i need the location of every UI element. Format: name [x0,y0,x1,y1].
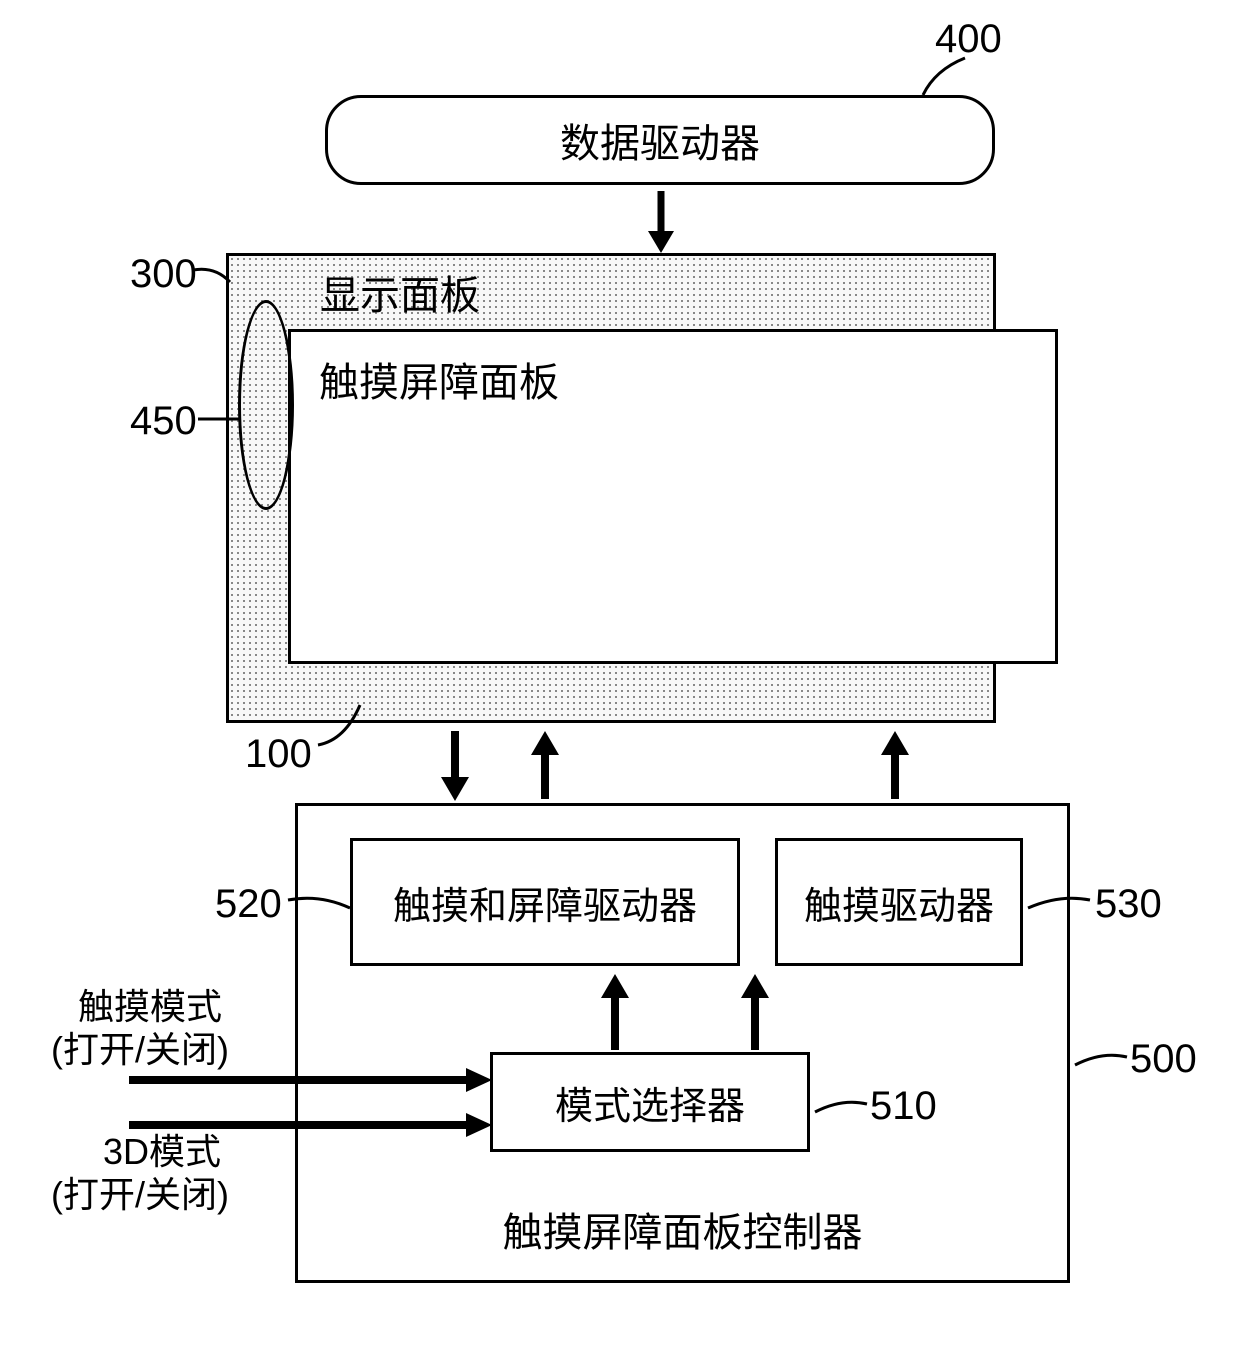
ref-450: 450 [130,397,197,445]
leader-510 [812,1092,872,1120]
arrow-tb-up [520,725,570,805]
arrow-3d-mode-in [125,1110,500,1140]
tb-driver-box: 触摸和屏障驱动器 [350,838,740,966]
ellipse-450 [238,300,294,510]
display-panel-label: 显示面板 [320,272,480,320]
t-driver-label: 触摸驱动器 [804,875,994,930]
arrow-t-up [870,725,920,805]
ref-500: 500 [1130,1035,1197,1083]
leader-500 [1072,1045,1132,1073]
data-driver-label: 数据驱动器 [560,111,760,169]
arrow-touch-mode-in [125,1065,500,1095]
t-driver-box: 触摸驱动器 [775,838,1023,966]
data-driver-box: 数据驱动器 [325,95,995,185]
mode-selector-label: 模式选择器 [555,1075,745,1130]
controller-label: 触摸屏障面板控制器 [503,1200,863,1258]
leader-450 [195,410,245,428]
leader-400 [920,55,980,105]
leader-300 [190,262,235,292]
3d-mode-line2: (打开/关闭) [10,1173,270,1216]
touch-barrier-panel: 触摸屏障面板 [288,329,1058,664]
arrow-driver-to-panel [636,187,686,257]
leader-100 [315,700,365,748]
ref-530: 530 [1095,880,1162,928]
ref-510: 510 [870,1082,937,1130]
ref-520: 520 [215,880,282,928]
tb-driver-label: 触摸和屏障驱动器 [393,875,697,930]
touch-mode-line1: 触摸模式 [40,985,260,1028]
ref-100: 100 [245,730,312,778]
arrow-ms-to-tb [590,968,640,1056]
leader-520 [285,888,355,916]
leader-530 [1025,888,1095,916]
ref-300: 300 [130,250,197,298]
arrow-ms-to-t [730,968,780,1056]
mode-selector-box: 模式选择器 [490,1052,810,1152]
arrow-panel-down [430,725,480,805]
touch-barrier-panel-label: 触摸屏障面板 [319,350,559,408]
